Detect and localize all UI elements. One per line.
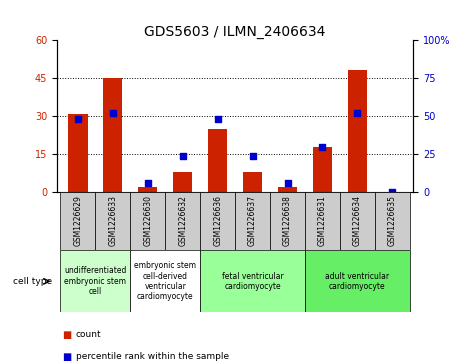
Bar [95, 192, 130, 250]
Text: count: count [76, 330, 102, 339]
Point [284, 180, 291, 186]
Bar [130, 192, 165, 250]
Text: GSM1226634: GSM1226634 [353, 195, 362, 246]
Text: percentile rank within the sample: percentile rank within the sample [76, 352, 229, 361]
Bar [138, 187, 157, 192]
Bar [313, 147, 332, 192]
Point [214, 116, 221, 122]
Bar [200, 250, 305, 312]
Text: GSM1226630: GSM1226630 [143, 195, 152, 246]
Point [389, 189, 396, 195]
Bar [68, 114, 87, 192]
Title: GDS5603 / ILMN_2406634: GDS5603 / ILMN_2406634 [144, 25, 326, 39]
Bar [208, 129, 227, 192]
Bar [165, 192, 200, 250]
Point [109, 110, 117, 116]
Text: GSM1226638: GSM1226638 [283, 195, 292, 246]
Text: GSM1226635: GSM1226635 [388, 195, 397, 246]
Bar [103, 78, 123, 192]
Bar [60, 250, 130, 312]
Bar [340, 192, 375, 250]
Bar [375, 192, 410, 250]
Point [353, 110, 361, 116]
Text: GSM1226629: GSM1226629 [74, 195, 83, 246]
Text: adult ventricular
cardiomyocyte: adult ventricular cardiomyocyte [325, 272, 389, 291]
Bar [305, 250, 410, 312]
Text: GSM1226632: GSM1226632 [178, 195, 187, 246]
Text: GSM1226631: GSM1226631 [318, 195, 327, 246]
Text: ■: ■ [62, 330, 71, 340]
Bar [270, 192, 305, 250]
Text: undifferentiated
embryonic stem
cell: undifferentiated embryonic stem cell [64, 266, 127, 296]
Point [74, 116, 82, 122]
Bar [200, 192, 235, 250]
Point [249, 153, 256, 159]
Text: embryonic stem
cell-derived
ventricular
cardiomyocyte: embryonic stem cell-derived ventricular … [134, 261, 196, 301]
Bar [278, 187, 297, 192]
Text: ■: ■ [62, 352, 71, 362]
Text: GSM1226633: GSM1226633 [108, 195, 117, 246]
Text: fetal ventricular
cardiomyocyte: fetal ventricular cardiomyocyte [222, 272, 284, 291]
Bar [130, 250, 200, 312]
Point [144, 180, 152, 186]
Point [179, 153, 187, 159]
Bar [235, 192, 270, 250]
Bar [60, 192, 95, 250]
Point [319, 144, 326, 150]
Bar [348, 70, 367, 192]
Bar [305, 192, 340, 250]
Text: GSM1226637: GSM1226637 [248, 195, 257, 246]
Bar [173, 172, 192, 192]
Text: cell type: cell type [13, 277, 52, 286]
Bar [243, 172, 262, 192]
Text: GSM1226636: GSM1226636 [213, 195, 222, 246]
